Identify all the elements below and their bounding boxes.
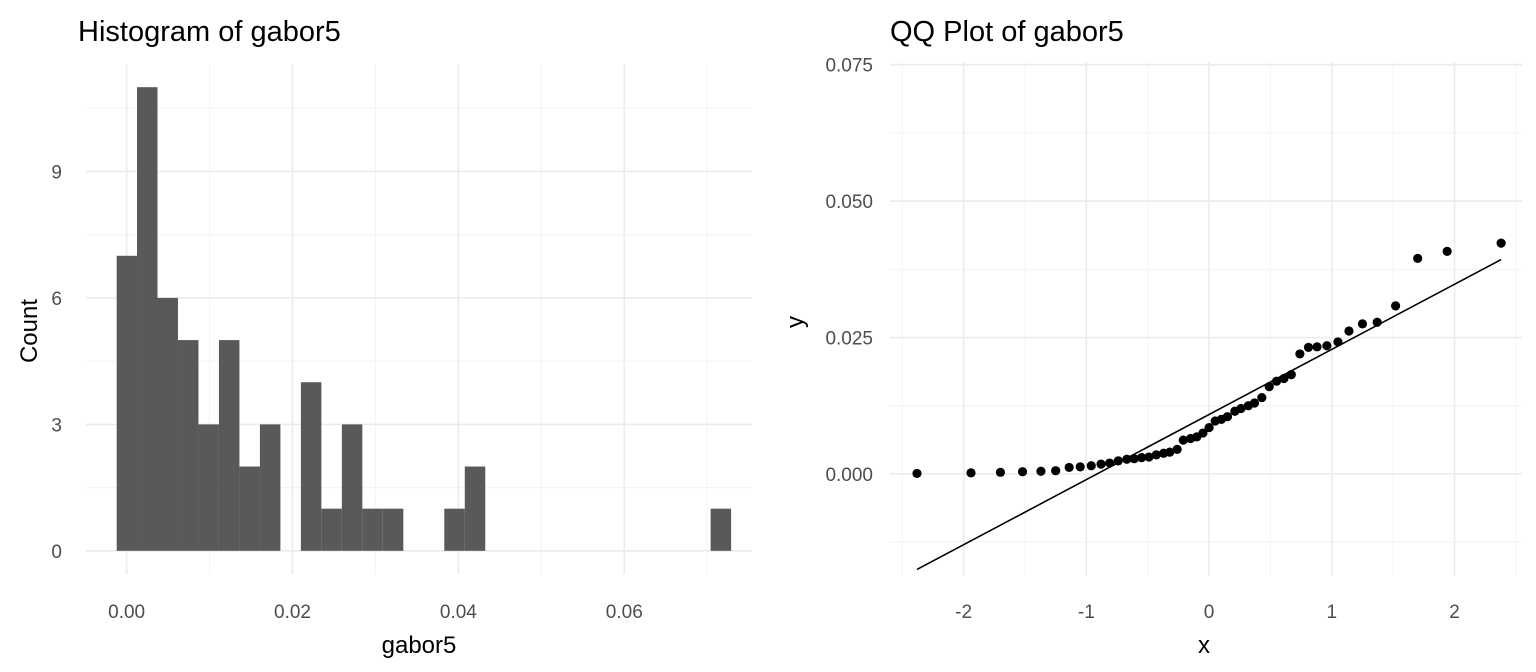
qq-point (1122, 454, 1132, 464)
qq-point (1105, 458, 1115, 468)
qq-point (1017, 467, 1028, 477)
y-axis-title: Count (16, 299, 43, 363)
x-tick-label: 0 (1204, 602, 1215, 623)
qq-point (995, 467, 1006, 477)
qq-point (1096, 459, 1106, 469)
qq-point (1357, 319, 1368, 329)
qq-point (1113, 456, 1123, 466)
qq-point (1295, 349, 1305, 359)
histogram-bar (177, 340, 199, 551)
y-tick-label: 9 (51, 162, 62, 183)
x-tick-label: 0.02 (274, 602, 311, 623)
qq-point (1333, 337, 1343, 347)
histogram-bar (198, 424, 219, 551)
qq-point (1198, 428, 1208, 438)
y-tick-label: 0.000 (825, 465, 873, 486)
qq-point (1271, 376, 1282, 386)
qq-point (1249, 398, 1260, 408)
qq-point (912, 468, 922, 479)
qq-reference-line (916, 258, 1502, 571)
qq-point (1144, 452, 1154, 462)
histogram-bar (341, 424, 363, 551)
chart-title: QQ Plot of gabor5 (890, 16, 1124, 48)
histogram-panel: 0.00 0.02 0.04 0.06 0 3 6 9 Histogram of gabor5 g… (16, 16, 752, 659)
qq-point (1204, 422, 1214, 433)
qq-point (1312, 342, 1322, 352)
qq-point (1178, 435, 1188, 445)
histogram-bar (300, 382, 322, 551)
qq-point (1264, 382, 1274, 392)
qq-point (1322, 341, 1332, 351)
x-axis-title: x (1198, 632, 1210, 659)
qq-point (1036, 466, 1046, 476)
histogram-bar (239, 466, 260, 551)
x-tick-label: -2 (955, 602, 972, 623)
qq-point (966, 468, 976, 478)
histogram-bar (362, 508, 383, 551)
histogram-bar (157, 297, 178, 551)
histogram-bar (218, 340, 240, 551)
histogram-bar (444, 508, 465, 551)
histogram-bar (321, 508, 342, 551)
qq-point (1413, 253, 1423, 264)
qq-point (1086, 461, 1096, 471)
x-tick-label: 0.00 (108, 602, 145, 623)
x-tick-label: -1 (1078, 602, 1095, 623)
qq-point (1236, 403, 1246, 414)
x-tick-label: 1 (1326, 602, 1337, 623)
x-axis-title: gabor5 (382, 632, 457, 659)
y-tick-label: 0.050 (825, 192, 873, 213)
chart-title: Histogram of gabor5 (78, 16, 341, 48)
qq-point (1344, 326, 1354, 336)
qq-point (1172, 444, 1182, 455)
qq-point (1051, 466, 1061, 476)
y-tick-label: 0 (51, 542, 62, 563)
y-tick-label: 0.025 (825, 329, 873, 350)
qq-point (1496, 238, 1506, 248)
qq-point (1151, 450, 1161, 460)
x-tick-label: 0.06 (606, 602, 643, 623)
histogram-bar (382, 508, 404, 551)
qq-point (1064, 462, 1074, 473)
histogram-bar (710, 508, 732, 551)
x-tick-label: 0.04 (440, 602, 477, 623)
x-tick-label: 2 (1449, 602, 1460, 623)
qq-point (1222, 412, 1233, 422)
qq-point (1372, 317, 1382, 327)
histogram-bar (259, 424, 281, 551)
y-axis-title: y (782, 316, 809, 328)
y-tick-label: 6 (51, 289, 62, 310)
qq-point (1075, 462, 1085, 472)
qq-point (1136, 452, 1147, 463)
histogram-bar (137, 87, 158, 551)
qq-point (1303, 342, 1314, 352)
qq-point (1165, 447, 1175, 457)
qq-point (1279, 373, 1289, 384)
qq-point (1391, 301, 1401, 311)
qq-plot-panel: -2 -1 0 1 2 0.000 0.025 0.050 0.075 QQ Plot of ga… (782, 16, 1522, 659)
qq-point (1286, 370, 1296, 380)
histogram-bar (116, 255, 138, 551)
qq-point (1129, 454, 1139, 464)
qq-point (1442, 246, 1452, 256)
y-tick-label: 3 (51, 415, 62, 436)
histogram-bar (464, 466, 486, 551)
qq-point (1257, 392, 1267, 403)
y-tick-label: 0.075 (825, 56, 873, 77)
